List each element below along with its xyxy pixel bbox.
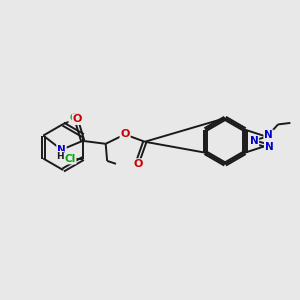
Text: N: N: [250, 136, 258, 146]
Text: O: O: [120, 129, 130, 139]
Text: N: N: [57, 145, 66, 155]
Text: N: N: [264, 130, 273, 140]
Text: O: O: [134, 159, 143, 169]
Text: O: O: [73, 114, 82, 124]
Text: Cl: Cl: [64, 154, 76, 164]
Text: N: N: [265, 142, 274, 152]
Text: Cl: Cl: [69, 112, 80, 123]
Text: H: H: [56, 152, 64, 161]
